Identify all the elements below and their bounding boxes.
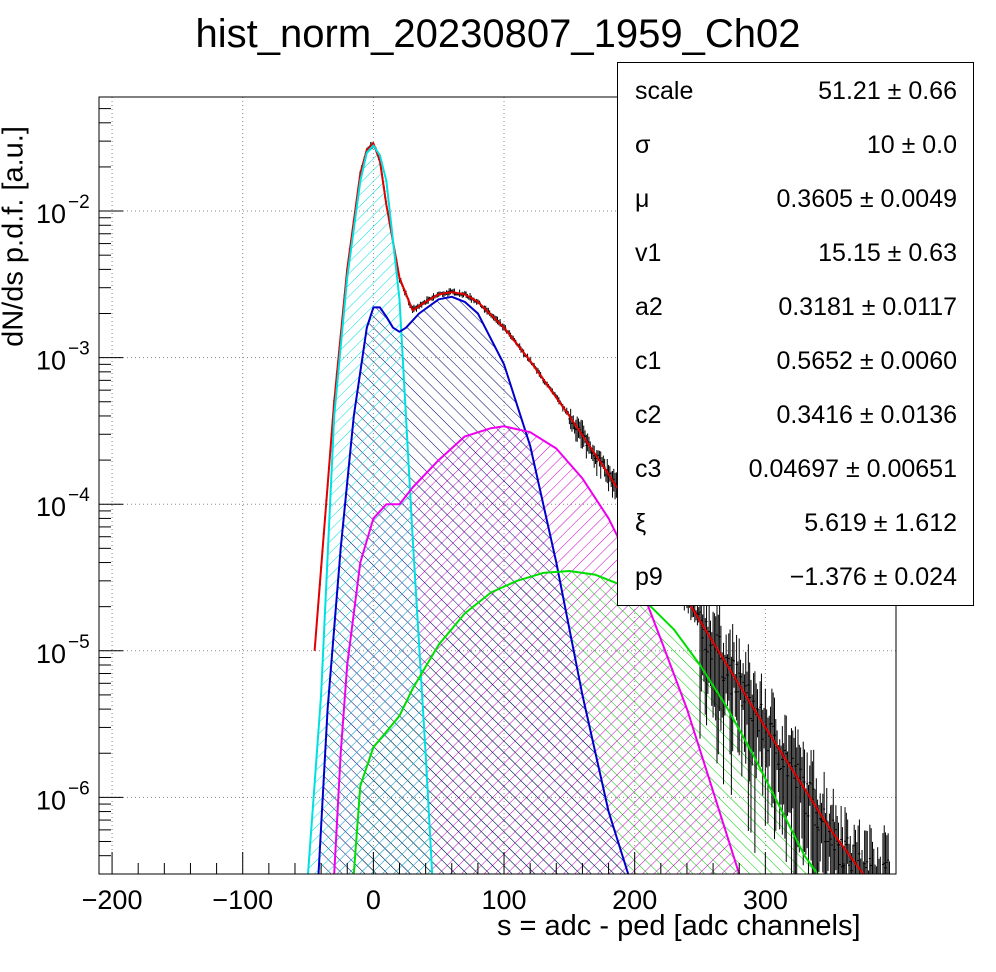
axis-ticks: [99, 96, 871, 875]
x-tick-label: 300: [743, 885, 788, 915]
stats-row: ξ 5.619 ± 1.612: [618, 495, 973, 549]
fit-stats-box: scale 51.21 ± 0.66 σ 10 ± 0.0 μ 0.3605 ± 0.00…: [617, 62, 974, 606]
y-tick-label: 10 −3: [36, 339, 90, 376]
y-tick-label: 10 −4: [36, 485, 90, 522]
stats-param-value: 0.04697 ± 0.00651: [748, 455, 957, 483]
curve-pedestal: [307, 144, 434, 874]
x-tick-label: 100: [482, 885, 527, 915]
svg-text:10: 10: [36, 199, 66, 229]
y-axis-label: dN/ds p.d.f. [a.u.]: [0, 126, 30, 347]
stats-row: v1 15.15 ± 0.63: [618, 225, 973, 279]
stats-param-value: 0.3605 ± 0.0049: [776, 185, 957, 213]
stats-param-name: p9: [635, 563, 663, 591]
stats-param-value: 51.21 ± 0.66: [818, 77, 957, 105]
svg-text:−2: −2: [68, 192, 90, 213]
stats-param-value: −1.376 ± 0.024: [789, 563, 957, 591]
x-tick-labels: −200 −100 0 100 200 300: [82, 885, 788, 915]
stats-param-value: 5.619 ± 1.612: [804, 509, 957, 537]
stats-param-name: ξ: [635, 509, 647, 537]
stats-row: a2 0.3181 ± 0.0117: [618, 279, 973, 333]
svg-text:−6: −6: [68, 778, 90, 799]
svg-text:10: 10: [36, 492, 66, 522]
stats-param-value: 0.3416 ± 0.0136: [776, 401, 957, 429]
y-tick-labels: 10−610−510−410−310−2: [36, 192, 90, 815]
svg-text:10: 10: [36, 346, 66, 376]
x-axis-label: s = adc - ped [adc channels]: [497, 910, 861, 942]
y-tick-label: 10 −5: [36, 632, 90, 669]
stats-row: scale 51.21 ± 0.66: [618, 63, 973, 117]
y-tick-label: 10 −6: [36, 778, 90, 815]
stats-param-value: 10 ± 0.0: [866, 131, 957, 159]
fill-pedestal: [308, 145, 433, 874]
x-tick-label: −100: [212, 885, 273, 915]
stats-row: c3 0.04697 ± 0.00651: [618, 441, 973, 495]
curve-pe1: [317, 295, 630, 874]
stats-param-name: c1: [635, 347, 662, 375]
svg-text:10: 10: [36, 785, 66, 815]
stats-param-name: scale: [635, 77, 694, 105]
stats-param-name: c3: [635, 455, 662, 483]
stats-param-value: 0.5652 ± 0.0060: [776, 347, 957, 375]
svg-text:10: 10: [36, 639, 66, 669]
stats-param-name: a2: [635, 293, 663, 321]
stats-row: σ 10 ± 0.0: [618, 117, 973, 171]
stats-row: μ 0.3605 ± 0.0049: [618, 171, 973, 225]
stats-param-value: 0.3181 ± 0.0117: [778, 293, 957, 321]
x-tick-label: 200: [612, 885, 657, 915]
stats-param-name: μ: [635, 185, 650, 213]
y-tick-label: 10 −2: [36, 192, 90, 229]
stats-row: p9 −1.376 ± 0.024: [618, 549, 973, 603]
x-tick-label: 0: [366, 885, 381, 915]
svg-text:−3: −3: [68, 339, 90, 360]
stats-row: c1 0.5652 ± 0.0060: [618, 333, 973, 387]
curve-pe2: [333, 425, 741, 874]
stats-param-name: v1: [635, 239, 662, 267]
svg-text:−5: −5: [68, 632, 90, 653]
stats-param-name: σ: [635, 131, 651, 159]
x-tick-label: −200: [82, 885, 143, 915]
chart-title: hist_norm_20230807_1959_Ch02: [195, 12, 801, 56]
curve-pe3: [352, 570, 819, 874]
stats-param-name: c2: [635, 401, 662, 429]
svg-text:−4: −4: [68, 485, 90, 506]
stats-param-value: 15.15 ± 0.63: [818, 239, 957, 267]
stats-row: c2 0.3416 ± 0.0136: [618, 387, 973, 441]
component-fills: [308, 145, 818, 874]
